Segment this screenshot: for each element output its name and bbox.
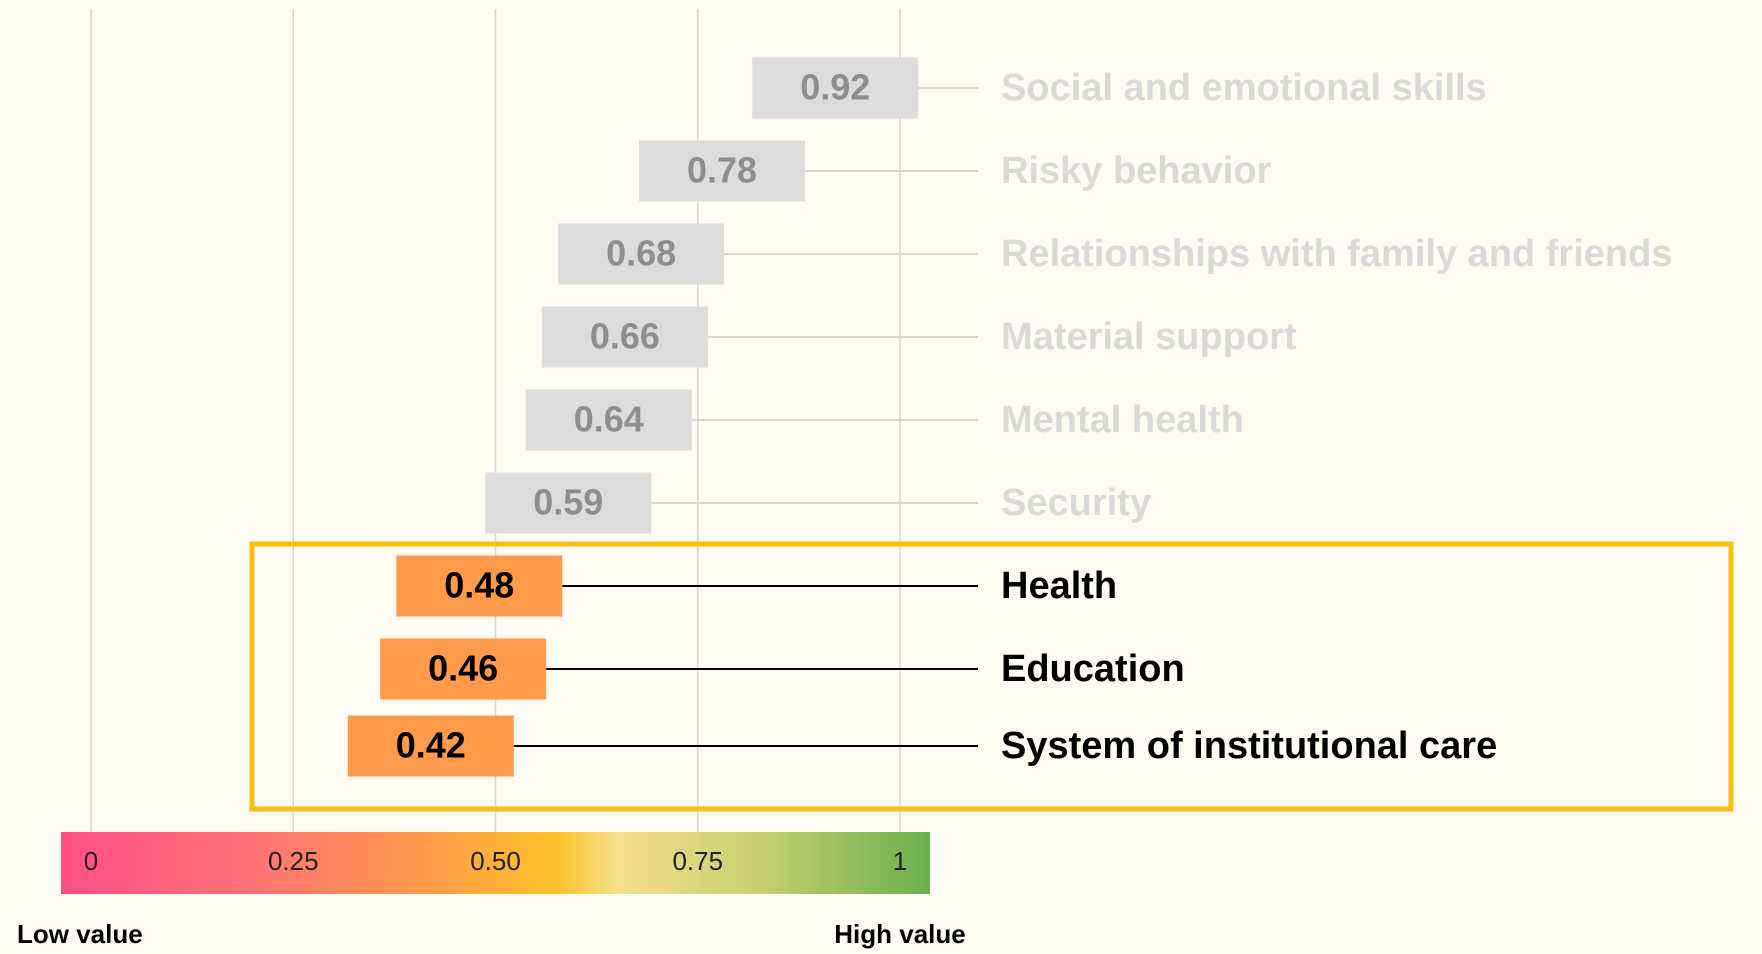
value-box <box>541 306 708 368</box>
category-label: Security <box>1001 482 1151 524</box>
value-label: 0.92 <box>800 67 870 108</box>
x-tick-label: 0 <box>84 846 98 876</box>
value-label: 0.64 <box>574 399 644 440</box>
x-tick-label: 0.75 <box>672 846 723 876</box>
x-tick-label: 0.50 <box>470 846 521 876</box>
value-label: 0.46 <box>428 648 498 689</box>
category-label: Relationships with family and friends <box>1001 233 1672 275</box>
category-label: Material support <box>1001 316 1297 358</box>
category-label: Education <box>1001 648 1185 690</box>
value-box <box>380 638 547 700</box>
category-label: Social and emotional skills <box>1001 67 1487 109</box>
color-scale <box>61 832 930 894</box>
x-tick-label: 1 <box>893 846 907 876</box>
high-label: High value <box>834 919 965 949</box>
value-label: 0.48 <box>444 565 514 606</box>
x-tick-label: 0.25 <box>268 846 319 876</box>
category-label: Health <box>1001 565 1117 607</box>
value-label: 0.78 <box>687 150 757 191</box>
value-box <box>485 472 652 534</box>
value-box <box>347 715 514 777</box>
value-box <box>639 140 806 202</box>
low-label: Low value <box>17 919 143 949</box>
value-label: 0.68 <box>606 233 676 274</box>
value-box <box>558 223 725 285</box>
value-label: 0.42 <box>396 725 466 766</box>
value-box <box>525 389 692 451</box>
value-box <box>752 57 919 119</box>
value-label: 0.66 <box>590 316 660 357</box>
value-box <box>396 555 563 617</box>
category-label: System of institutional care <box>1001 725 1497 767</box>
value-label: 0.59 <box>533 482 603 523</box>
category-label: Mental health <box>1001 399 1244 441</box>
category-label: Risky behavior <box>1001 150 1272 192</box>
highlight-frame <box>249 541 1734 812</box>
